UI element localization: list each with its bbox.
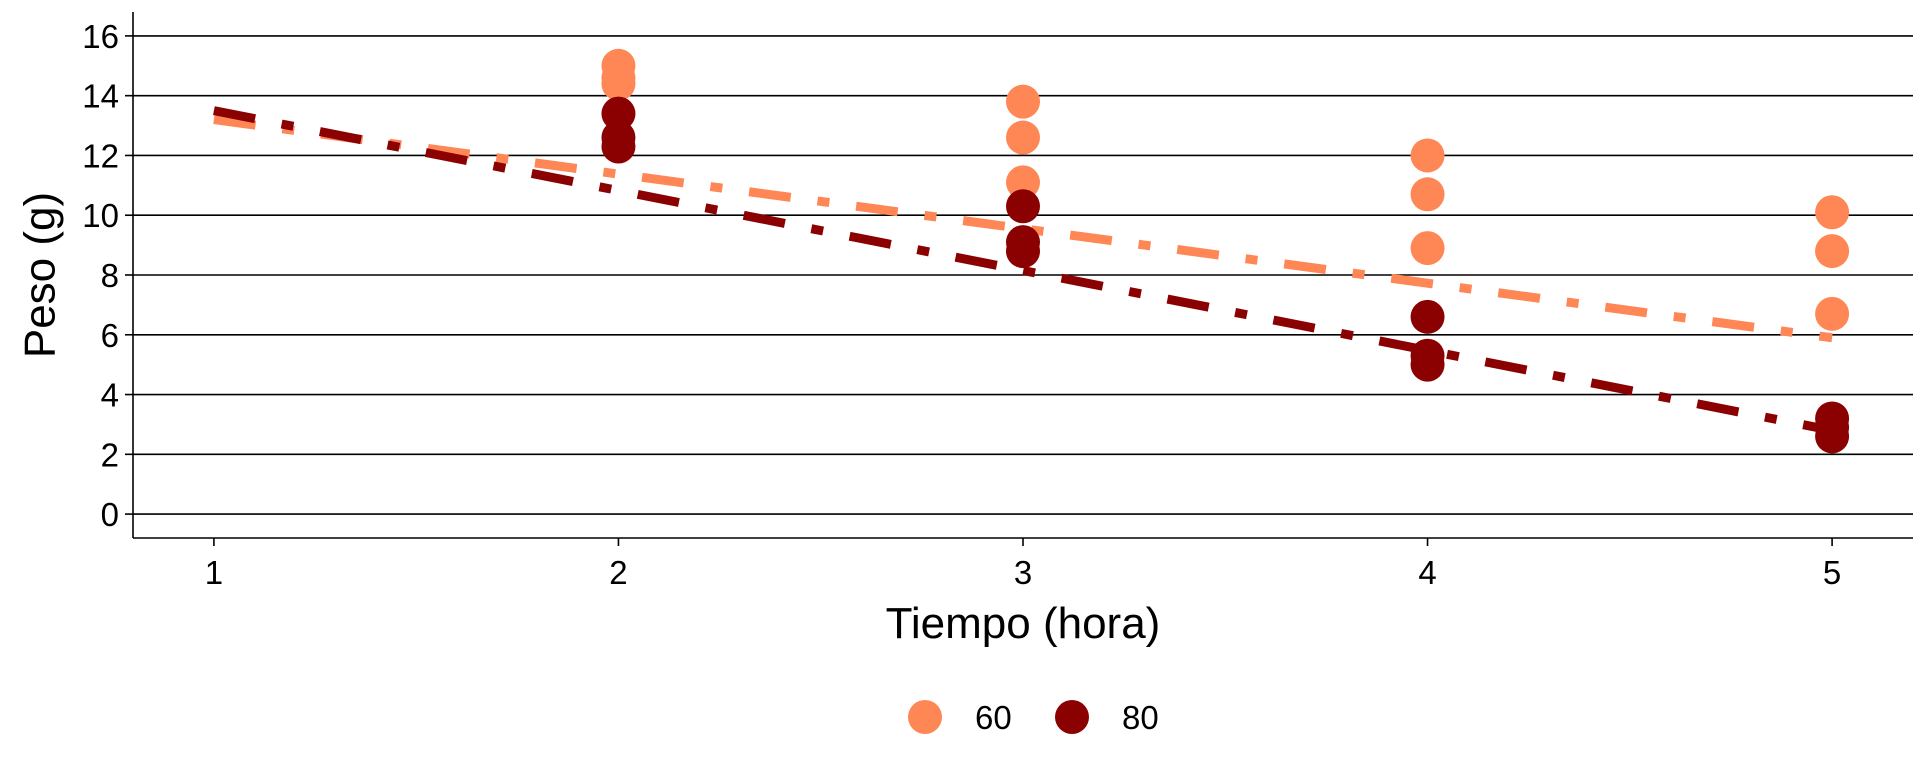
- point-series-80-2: [601, 129, 636, 164]
- x-tick-label-4: 4: [1418, 554, 1436, 591]
- point-series-80-3: [1006, 189, 1040, 224]
- point-series-60-2: [601, 66, 636, 101]
- point-series-60-4: [1006, 120, 1040, 155]
- point-series-80-0: [601, 96, 636, 131]
- y-tick-label-12: 12: [82, 137, 119, 174]
- point-series-60-9: [1815, 195, 1850, 230]
- y-tick-label-16: 16: [82, 18, 119, 55]
- point-series-60-8: [1410, 231, 1445, 266]
- x-tick-label-5: 5: [1823, 554, 1841, 591]
- point-series-80-6: [1410, 299, 1445, 334]
- fit-lines-layer: [213, 106, 1833, 435]
- point-series-60-3: [1006, 84, 1040, 119]
- x-tick-label-3: 3: [1014, 554, 1032, 591]
- y-tick-label-10: 10: [82, 197, 119, 234]
- points-layer: [601, 48, 1850, 454]
- x-axis-title: Tiempo (hora): [886, 599, 1161, 648]
- y-tick-label-4: 4: [101, 377, 119, 414]
- point-series-80-8: [1410, 347, 1445, 382]
- point-series-80-11: [1815, 419, 1850, 454]
- x-tick-label-1: 1: [205, 554, 223, 591]
- legend-key-80: [1055, 700, 1089, 734]
- legend-label-60: 60: [975, 699, 1012, 736]
- legend-key-60: [908, 700, 942, 734]
- legend-label-80: 80: [1122, 699, 1159, 736]
- y-tick-label-6: 6: [101, 317, 119, 354]
- x-tick-label-2: 2: [609, 554, 627, 591]
- legend: 60 80: [908, 699, 1159, 736]
- y-tick-label-2: 2: [101, 436, 119, 473]
- y-tick-label-8: 8: [101, 257, 119, 294]
- point-series-60-11: [1815, 296, 1850, 331]
- y-axis-title: Peso (g): [16, 192, 65, 358]
- point-series-60-6: [1410, 138, 1445, 173]
- point-series-80-5: [1006, 234, 1040, 269]
- point-series-60-7: [1410, 177, 1445, 212]
- point-series-60-10: [1815, 234, 1850, 269]
- fit-line-series-80: [213, 106, 1833, 435]
- point-series-60-5: [1006, 165, 1040, 200]
- y-tick-label-14: 14: [82, 78, 119, 115]
- y-tick-label-0: 0: [101, 496, 119, 533]
